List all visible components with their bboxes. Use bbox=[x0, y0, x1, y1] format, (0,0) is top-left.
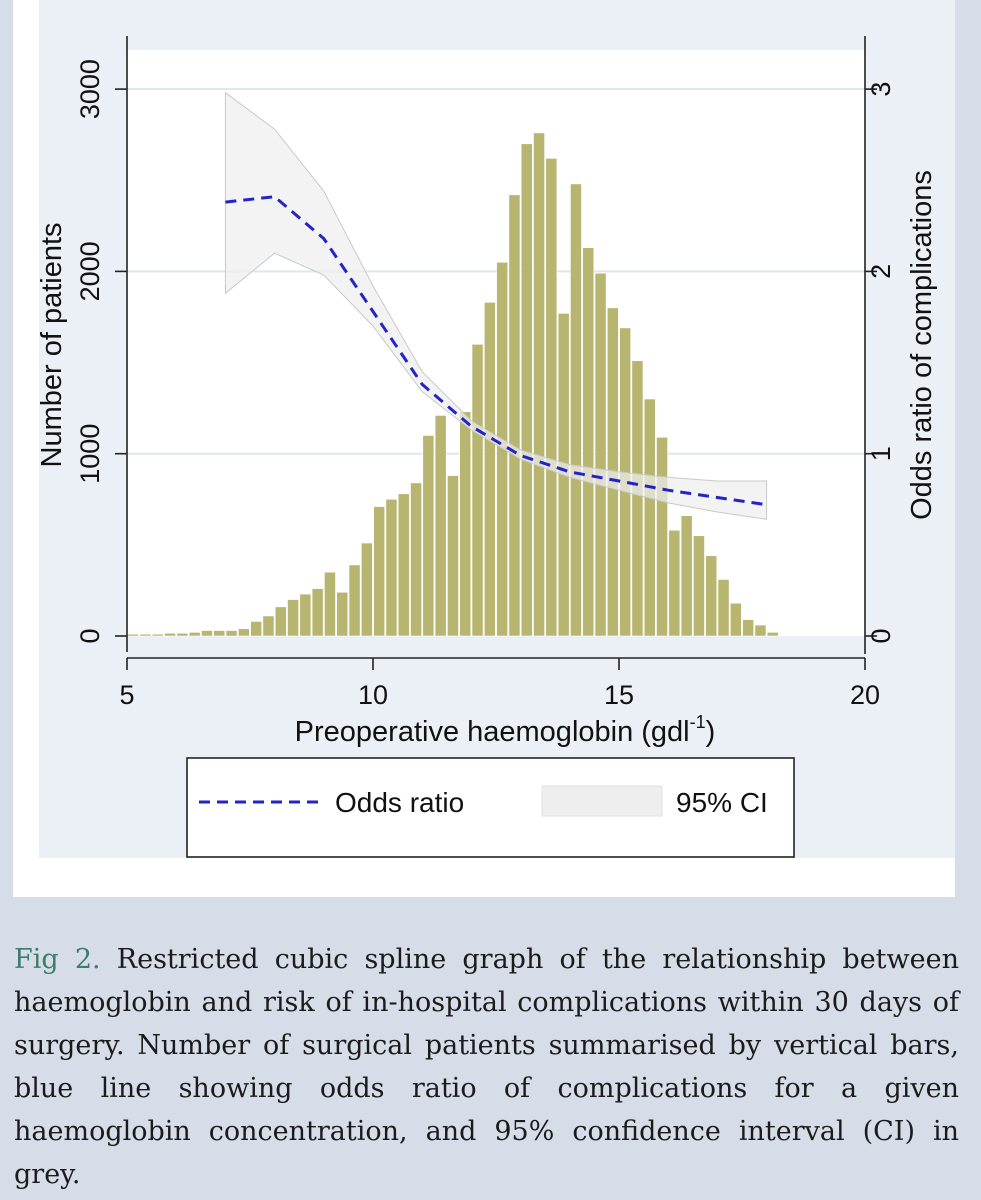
y-left-tick-label: 2000 bbox=[75, 241, 105, 301]
caption-label: Fig 2. bbox=[14, 944, 101, 975]
y-left-tick-label: 0 bbox=[75, 628, 105, 643]
histogram-bar bbox=[471, 344, 484, 637]
histogram-bar bbox=[336, 591, 349, 637]
histogram-bar bbox=[410, 482, 422, 637]
histogram-bar bbox=[422, 435, 435, 637]
y-right-tick-label: 1 bbox=[866, 446, 896, 461]
histogram-bar bbox=[766, 632, 779, 637]
histogram-bar bbox=[447, 475, 459, 637]
histogram-bar bbox=[717, 579, 730, 637]
histogram-bar bbox=[348, 564, 361, 637]
histogram-bar bbox=[705, 555, 718, 637]
histogram-bar bbox=[520, 143, 533, 637]
histogram-bar bbox=[385, 498, 398, 637]
y-left-tick-label: 3000 bbox=[75, 59, 105, 119]
histogram-bar bbox=[238, 628, 250, 637]
ci-band bbox=[224, 91, 768, 520]
histogram-bar bbox=[668, 529, 681, 637]
plot-region: 0 1000 2000 3000 0 1 2 3 5 10 15 20 Number of patien… bbox=[39, 0, 955, 858]
histogram-bar bbox=[508, 194, 521, 637]
x-tick-label: 20 bbox=[850, 680, 880, 710]
histogram-bar bbox=[656, 436, 668, 637]
histogram-bar bbox=[299, 593, 312, 637]
histogram-bar bbox=[311, 588, 324, 637]
histogram-bar bbox=[693, 535, 705, 637]
histogram-bar bbox=[729, 602, 742, 637]
histogram-bar bbox=[594, 272, 607, 637]
histogram-bar bbox=[360, 542, 373, 637]
y-right-tick-label: 2 bbox=[866, 264, 896, 279]
y-right-tick-label: 0 bbox=[866, 628, 896, 643]
legend-ci-swatch bbox=[541, 785, 663, 817]
histogram-bar bbox=[127, 633, 139, 637]
legend-odds-ratio-label: Odds ratio bbox=[335, 787, 464, 818]
histogram-bar bbox=[188, 632, 201, 637]
histogram-bar bbox=[754, 624, 767, 637]
legend-box bbox=[186, 757, 795, 858]
histogram-bar bbox=[262, 615, 275, 637]
histogram-bar bbox=[213, 630, 226, 637]
histogram-bar bbox=[373, 506, 386, 637]
histogram-bar bbox=[287, 599, 299, 637]
caption-text: Restricted cubic spline graph of the rel… bbox=[14, 944, 959, 1190]
y-right-tick-label: 3 bbox=[866, 82, 896, 97]
histogram-bar bbox=[434, 415, 447, 637]
histogram-bar bbox=[324, 571, 336, 637]
histogram-bar bbox=[250, 621, 263, 637]
histogram-bar bbox=[483, 302, 496, 637]
histogram-bar bbox=[643, 398, 656, 637]
histogram-bar bbox=[225, 630, 238, 637]
odds-ratio-line bbox=[225, 195, 767, 507]
histogram-bar bbox=[570, 183, 582, 637]
x-axis-title: Preoperative haemoglobin (gdl-1) bbox=[295, 712, 716, 748]
y-left-tick-label: 1000 bbox=[75, 424, 105, 484]
x-tick-label: 10 bbox=[358, 680, 388, 710]
x-tick-label: 15 bbox=[604, 680, 634, 710]
histogram-bar bbox=[631, 360, 644, 637]
chart: 0 1000 2000 3000 0 1 2 3 5 10 15 20 Number of patien… bbox=[39, 36, 938, 858]
y-right-axis-title: Odds ratio of complications bbox=[906, 170, 938, 520]
histogram-bar bbox=[742, 619, 754, 637]
histogram-bar bbox=[680, 515, 693, 637]
histogram-bar bbox=[582, 247, 595, 637]
y-left-axis-title: Number of patients bbox=[39, 222, 68, 467]
histogram-bar bbox=[459, 411, 472, 637]
histogram-bar bbox=[545, 158, 558, 637]
x-tick-label: 5 bbox=[119, 680, 134, 710]
histogram-bar bbox=[164, 632, 176, 637]
histogram-bar bbox=[397, 493, 410, 637]
legend-ci-label: 95% CI bbox=[676, 787, 768, 818]
histogram-bar bbox=[176, 632, 189, 637]
figure-panel: 0 1000 2000 3000 0 1 2 3 5 10 15 20 Number of patien… bbox=[13, 0, 955, 897]
histogram-bar bbox=[533, 132, 545, 637]
histogram-bar bbox=[274, 606, 287, 637]
histogram-bar bbox=[139, 633, 152, 637]
histogram-bar bbox=[151, 633, 164, 637]
histogram-bar bbox=[201, 630, 213, 637]
figure-caption: Fig 2. Restricted cubic spline graph of … bbox=[14, 938, 959, 1196]
